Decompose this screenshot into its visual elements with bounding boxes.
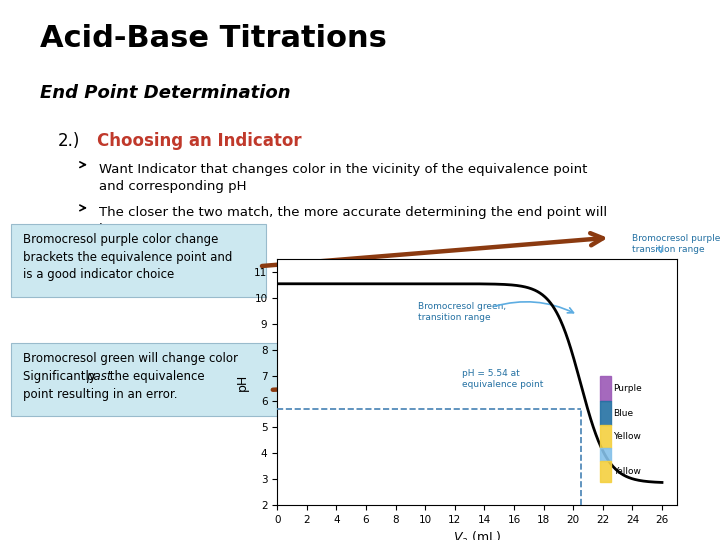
Bar xyxy=(600,461,611,482)
Text: Purple: Purple xyxy=(613,384,642,393)
Bar xyxy=(600,425,611,448)
Text: Yellow: Yellow xyxy=(613,432,641,441)
Text: Blue: Blue xyxy=(613,409,634,417)
Bar xyxy=(600,401,611,425)
Text: Bromocresol green,
transition range: Bromocresol green, transition range xyxy=(418,302,506,322)
X-axis label: $V_a$ (mL): $V_a$ (mL) xyxy=(453,530,501,540)
Bar xyxy=(600,376,611,401)
Text: Bromocresol green will change color: Bromocresol green will change color xyxy=(23,352,238,365)
Bar xyxy=(600,448,611,461)
Text: Yellow: Yellow xyxy=(613,467,641,476)
Y-axis label: pH: pH xyxy=(235,374,248,390)
Text: Want Indicator that changes color in the vicinity of the equivalence point
and c: Want Indicator that changes color in the… xyxy=(99,163,587,193)
Text: Significantly: Significantly xyxy=(23,370,99,383)
Text: point resulting in an error.: point resulting in an error. xyxy=(23,388,178,401)
Text: past: past xyxy=(86,370,112,383)
Text: pH = 5.54 at
equivalence point: pH = 5.54 at equivalence point xyxy=(462,369,544,389)
Text: Choosing an Indicator: Choosing an Indicator xyxy=(97,132,302,150)
Text: Acid-Base Titrations: Acid-Base Titrations xyxy=(40,24,387,53)
Text: End Point Determination: End Point Determination xyxy=(40,84,290,102)
Text: The closer the two match, the more accurate determining the end point will
be: The closer the two match, the more accur… xyxy=(99,206,607,237)
Text: Bromocresol purple,
transition range: Bromocresol purple, transition range xyxy=(632,234,720,254)
FancyBboxPatch shape xyxy=(11,224,266,297)
Text: 2.): 2.) xyxy=(58,132,80,150)
Text: Bromocresol purple color change
brackets the equivalence point and
is a good ind: Bromocresol purple color change brackets… xyxy=(23,233,233,281)
FancyBboxPatch shape xyxy=(11,343,281,416)
Text: the equivalence: the equivalence xyxy=(106,370,204,383)
